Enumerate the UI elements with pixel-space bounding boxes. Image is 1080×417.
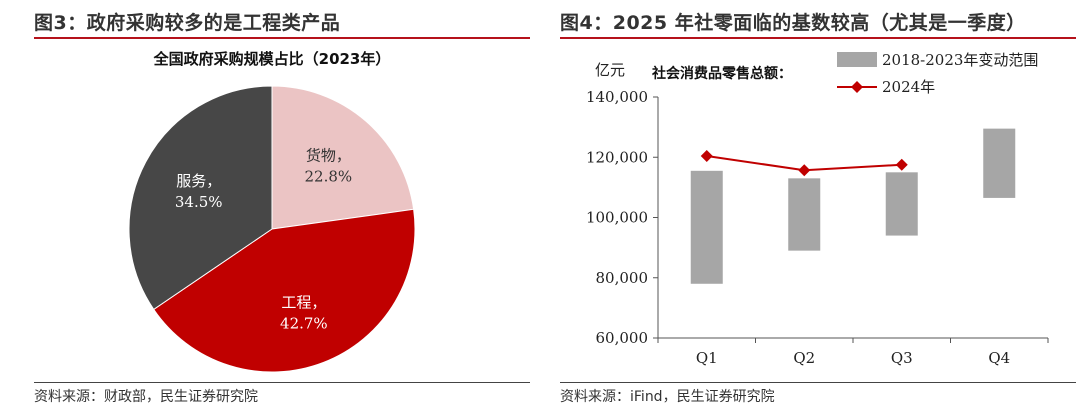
left-figure-title: 图3：政府采购较多的是工程类产品 <box>34 12 341 34</box>
right-figure-panel: 图4：2025 年社零面临的基数较高（尤其是一季度） 亿元 社会消费品零售总额：… <box>560 0 1080 417</box>
range-line-chart: 亿元 社会消费品零售总额： 60,000 80,000 100,000 120,000… <box>586 51 1049 367</box>
left-figure-panel: 图3：政府采购较多的是工程类产品 全国政府采购规模占比（2023年） 货物， 22… <box>0 0 530 417</box>
pie-slice-label: 工程， <box>281 294 326 312</box>
pie-slice <box>153 208 416 373</box>
pie-slice-value: 22.8% <box>305 167 353 185</box>
range-bar <box>885 172 918 236</box>
y-tick-label: 80,000 <box>596 269 649 287</box>
range-bars <box>690 128 1016 284</box>
pie-slice-label: 服务， <box>176 172 221 190</box>
line-point-marker <box>700 150 713 163</box>
range-bar <box>983 128 1016 198</box>
chart-axes: 60,000 80,000 100,000 120,000 140,000 Q1 Q2 Q3 Q… <box>586 88 1049 367</box>
legend-range-swatch <box>837 52 877 67</box>
pie-slices <box>128 85 416 373</box>
pie-chart: 全国政府采购规模占比（2023年） 货物， 22.8% 工程， 42.7% 服务， 34.… <box>128 50 416 373</box>
pie-slice-label: 货物， <box>306 146 351 164</box>
left-title-rule <box>34 37 530 39</box>
x-tick-label: Q1 <box>696 349 718 367</box>
pie-labels: 货物， 22.8% 工程， 42.7% 服务， 34.5% <box>175 146 352 332</box>
y-axis-unit-label: 亿元 <box>595 61 625 79</box>
pie-slice <box>271 85 415 230</box>
chart-legend: 2018-2023年变动范围 2024年 <box>837 51 1038 96</box>
right-source-rule <box>560 382 1076 383</box>
x-tick-label: Q3 <box>891 349 913 367</box>
y-tick-label: 60,000 <box>596 329 649 347</box>
right-figure-title: 图4：2025 年社零面临的基数较高（尤其是一季度） <box>560 12 1026 34</box>
bar-chart-title: 社会消费品零售总额： <box>651 65 792 82</box>
y-tick-label: 100,000 <box>586 209 648 227</box>
right-source-note: 资料来源：iFind，民生证券研究院 <box>560 389 775 405</box>
right-title-rule <box>560 37 1076 39</box>
left-source-note: 资料来源：财政部，民生证券研究院 <box>34 389 258 405</box>
line-point-marker <box>895 158 908 171</box>
legend-line-label: 2024年 <box>882 78 935 96</box>
x-tick-label: Q2 <box>793 349 815 367</box>
range-bar <box>788 178 821 251</box>
pie-chart-title: 全国政府采购规模占比（2023年） <box>153 50 391 68</box>
y-tick-label: 140,000 <box>586 88 648 106</box>
pie-slice-value: 34.5% <box>175 193 223 211</box>
line-point-marker <box>798 164 811 177</box>
line-series <box>700 150 908 177</box>
left-source-rule <box>34 382 530 383</box>
range-bar <box>690 170 723 284</box>
pie-slice-value: 42.7% <box>280 315 328 333</box>
legend-range-label: 2018-2023年变动范围 <box>882 51 1038 69</box>
pie-slice <box>128 85 273 311</box>
legend-line-marker <box>851 81 863 93</box>
y-tick-label: 120,000 <box>586 148 648 166</box>
x-tick-label: Q4 <box>988 349 1010 367</box>
